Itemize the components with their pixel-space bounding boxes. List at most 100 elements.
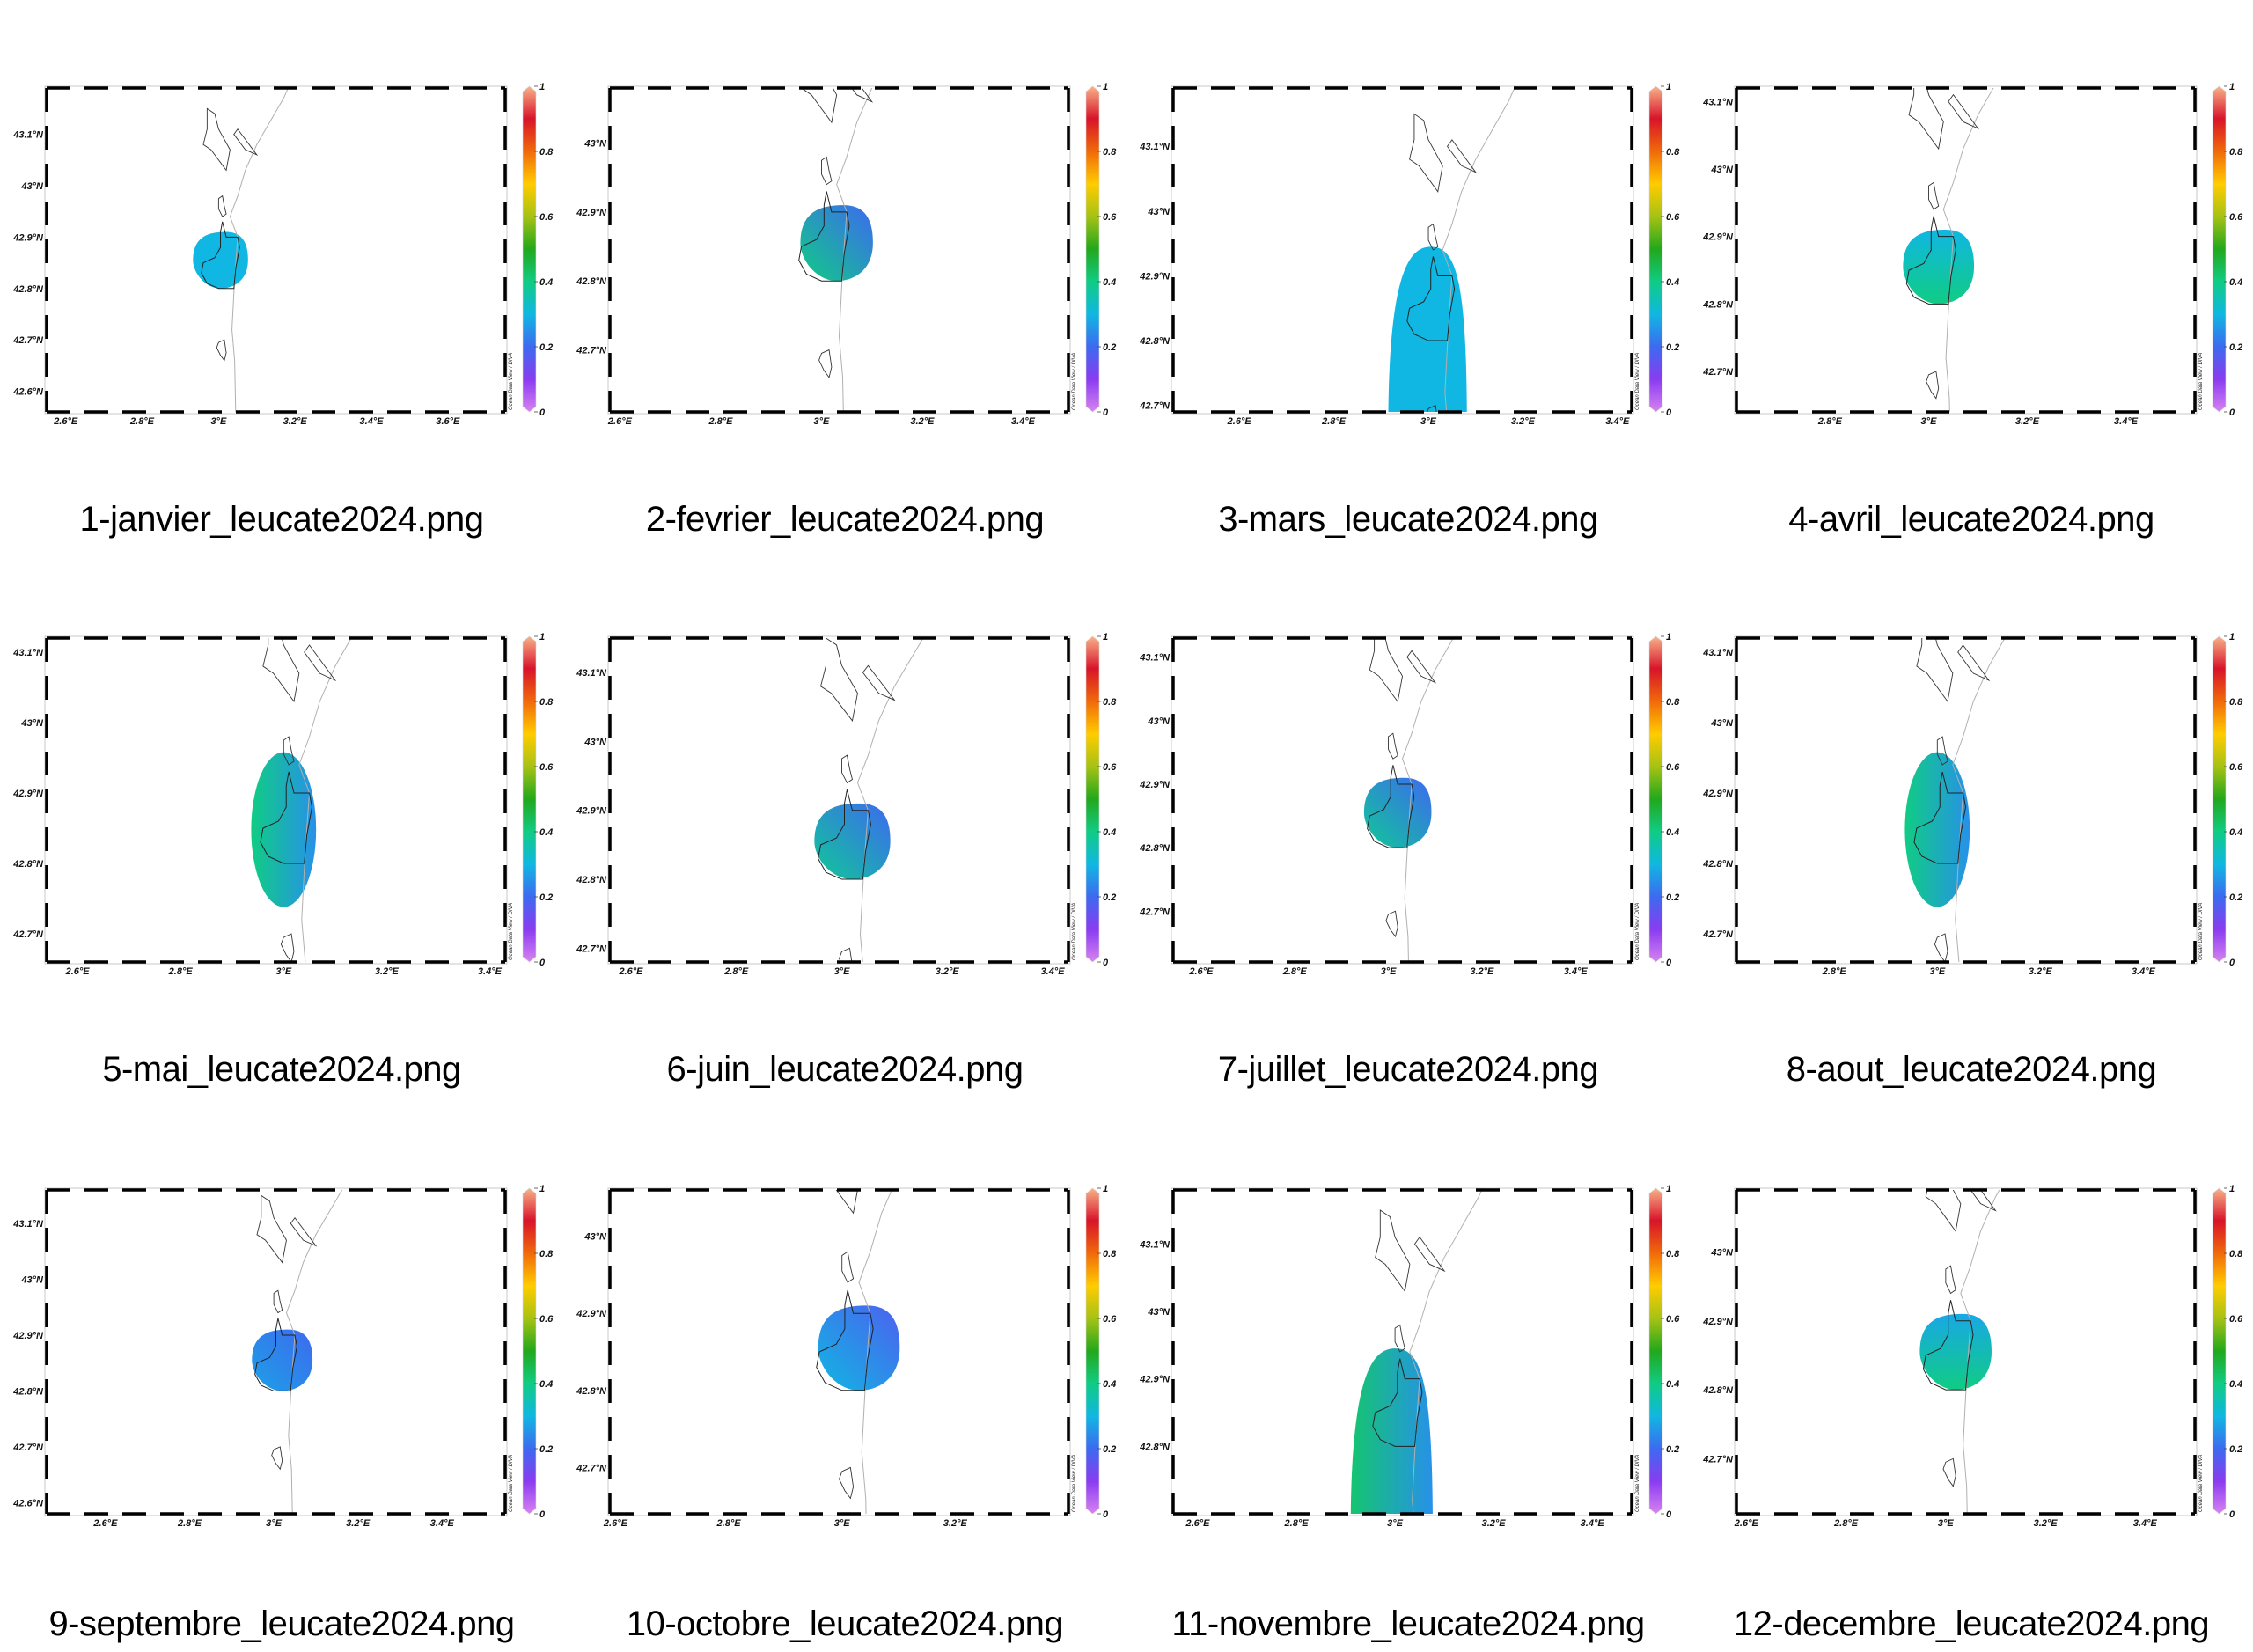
- y-tick-label: 43°N: [1147, 1307, 1171, 1318]
- odv-credit: Ocean Data View / DIVA: [2198, 903, 2204, 960]
- y-tick-label: 42.7°N: [12, 335, 44, 346]
- colorbar-tick-label: 0: [2229, 1509, 2235, 1520]
- colorbar-tick-label: 1: [2229, 1184, 2235, 1194]
- x-tick-label: 3.2°E: [1470, 966, 1494, 977]
- x-tick-label: 2.6°E: [1188, 966, 1214, 977]
- file-name-caption: 12-decembre_leucate2024.png: [1733, 1604, 2210, 1643]
- x-tick-label: 3.2°E: [2029, 966, 2053, 977]
- probability-field: [800, 205, 873, 282]
- file-name-caption: 8-aout_leucate2024.png: [1786, 1050, 2157, 1089]
- probability-field: [1919, 1313, 1992, 1391]
- lagoon-outline-gruissan: [1970, 1190, 1997, 1212]
- x-tick-label: 2.8°E: [1822, 966, 1847, 977]
- x-tick-label: 3°E: [814, 416, 831, 427]
- colorbar-tick-label: 0.2: [1666, 1444, 1679, 1455]
- lagoon-outline-south: [839, 1466, 855, 1500]
- x-tick-label: 3.4°E: [1011, 416, 1036, 427]
- x-tick-label: 2.6°E: [92, 1518, 118, 1529]
- colorbar-tick-label: 0: [1666, 407, 1672, 418]
- colorbar-tick-label: 0: [1103, 407, 1109, 418]
- colorbar-tick-label: 0: [1666, 1509, 1672, 1520]
- x-tick-label: 2.6°E: [618, 966, 643, 977]
- colorbar-tick-label: 0.8: [2229, 1249, 2243, 1259]
- lagoon-outline-bages: [202, 107, 231, 172]
- colorbar: [522, 1187, 537, 1515]
- lagoon-outline-gruissan: [233, 128, 259, 157]
- odv-credit: Ocean Data View / DIVA: [1635, 353, 1640, 410]
- lagoon-outline-north: [841, 754, 853, 784]
- lagoon-outline-gruissan: [897, 1190, 900, 1192]
- lagoon-outline-south: [818, 349, 833, 378]
- colorbar: [2212, 1187, 2227, 1515]
- colorbar-tick-label: 0.4: [539, 827, 553, 838]
- colorbar-tick-label: 0.4: [1103, 277, 1116, 288]
- colorbar-tick-label: 1: [1103, 632, 1108, 642]
- x-tick-label: 3.2°E: [936, 966, 960, 977]
- x-tick-label: 3°E: [1921, 416, 1938, 427]
- colorbar-tick-label: 1: [1666, 82, 1671, 92]
- colorbar-tick-label: 0.8: [539, 697, 554, 708]
- x-tick-label: 3.4°E: [2133, 1518, 2158, 1529]
- map-plot: 2.6°E 2.8°E 3°E 3.2°E 3.4°E 42.6°N 42.7°N 42.8°…: [12, 1184, 554, 1529]
- x-tick-label: 3°E: [210, 416, 227, 427]
- map-frame-outer: [44, 1187, 508, 1516]
- colorbar-tick-label: 0.2: [1103, 892, 1116, 903]
- y-tick-label: 43°N: [583, 139, 607, 150]
- colorbar-tick-label: 0.4: [1666, 1379, 1679, 1390]
- colorbar-tick-label: 0: [539, 1509, 546, 1520]
- lagoon-outline-south: [1926, 371, 1940, 400]
- y-tick-label: 42.9°N: [12, 232, 44, 243]
- colorbar-tick-label: 1: [2229, 82, 2235, 92]
- probability-field: [818, 1305, 900, 1391]
- y-tick-label: 42.7°N: [1139, 907, 1171, 917]
- colorbar-tick-label: 0.2: [2229, 342, 2242, 353]
- y-tick-label: 42.9°N: [1702, 1317, 1734, 1327]
- probability-field: [252, 1329, 313, 1391]
- x-tick-label: 3.2°E: [283, 416, 308, 427]
- lagoon-outline-bages: [1908, 88, 1944, 151]
- file-name-caption: 6-juin_leucate2024.png: [666, 1050, 1024, 1089]
- file-name-caption: 9-septembre_leucate2024.png: [48, 1604, 515, 1643]
- y-tick-label: 43.1°N: [1702, 648, 1734, 658]
- x-tick-label: 3.4°E: [430, 1518, 455, 1529]
- colorbar-tick-label: 0.4: [1103, 1379, 1116, 1390]
- y-tick-label: 43.1°N: [12, 648, 44, 658]
- colorbar-tick-label: 0.2: [2229, 892, 2242, 903]
- colorbar-tick-label: 0.8: [1666, 147, 1680, 158]
- map-frame-outer: [1734, 85, 2198, 415]
- y-tick-label: 42.9°N: [12, 789, 44, 799]
- x-tick-label: 2.8°E: [1321, 416, 1347, 427]
- y-tick-label: 42.9°N: [1139, 780, 1171, 790]
- odv-credit: Ocean Data View / DIVA: [1072, 1455, 1077, 1512]
- lagoon-outline-gruissan: [1406, 650, 1437, 684]
- x-tick-label: 2.8°E: [129, 416, 155, 427]
- map-plot: 2.6°E 2.8°E 3°E 3.2°E 42.7°N 42.8°N 42.9°N 43°N…: [576, 1184, 1117, 1529]
- y-tick-label: 42.7°N: [576, 943, 607, 954]
- y-tick-label: 42.9°N: [1702, 789, 1734, 799]
- x-tick-label: 3.2°E: [1482, 1518, 1507, 1529]
- map-plot: 2.8°E 3°E 3.2°E 3.4°E 42.7°N 42.8°N 42.9°N 43°N…: [1702, 82, 2243, 427]
- lagoon-outline-north: [1388, 732, 1398, 760]
- colorbar: [1648, 1187, 1663, 1515]
- y-tick-label: 43°N: [1710, 165, 1734, 175]
- probability-field: [251, 752, 317, 907]
- odv-credit: Ocean Data View / DIVA: [1635, 903, 1640, 960]
- coastline: [836, 88, 873, 412]
- colorbar: [1648, 635, 1663, 963]
- file-name-caption: 2-fevrier_leucate2024.png: [645, 500, 1045, 539]
- colorbar: [1648, 85, 1663, 413]
- lagoon-outline: [260, 771, 312, 864]
- colorbar-tick-label: 1: [1666, 1184, 1671, 1194]
- colorbar-tick-label: 0.4: [2229, 827, 2242, 838]
- colorbar-tick-label: 0: [539, 407, 546, 418]
- y-tick-label: 43.1°N: [1702, 97, 1734, 107]
- y-tick-label: 43.1°N: [1139, 1239, 1171, 1250]
- odv-credit: Ocean Data View / DIVA: [2198, 353, 2204, 410]
- y-tick-label: 43.1°N: [576, 668, 607, 679]
- x-tick-label: 3.4°E: [1041, 966, 1066, 977]
- colorbar-tick-label: 0.4: [1666, 827, 1679, 838]
- x-tick-label: 2.6°E: [1734, 1518, 1759, 1529]
- lagoon-outline: [201, 221, 240, 290]
- file-name-caption: 1-janvier_leucate2024.png: [79, 500, 484, 539]
- colorbar-tick-label: 0.6: [539, 762, 554, 773]
